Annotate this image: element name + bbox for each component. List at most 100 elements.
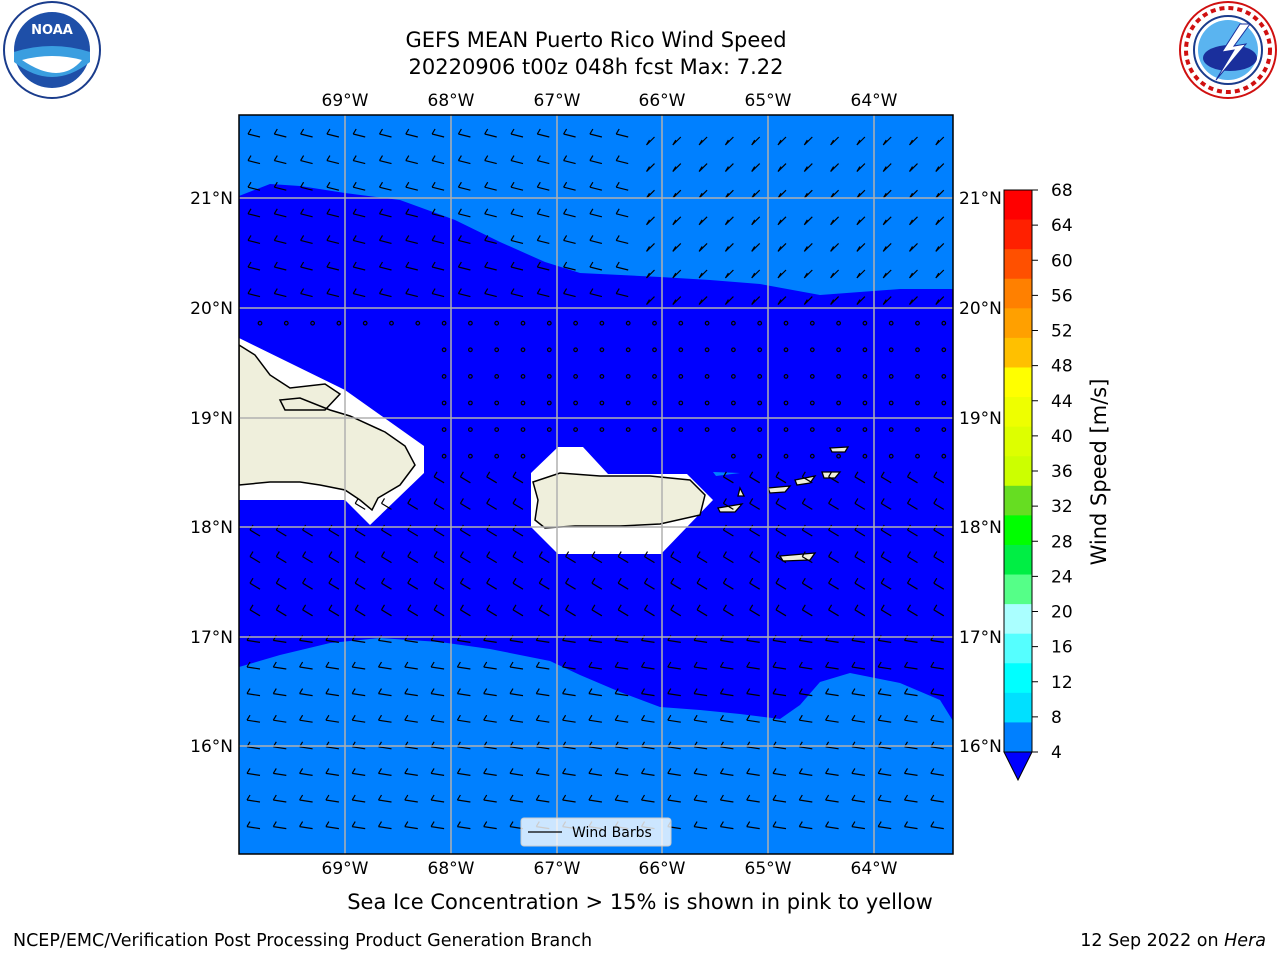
wind-barb-calm: [704, 400, 710, 406]
wind-barb: [352, 181, 366, 191]
wind-barb: [486, 471, 498, 484]
wind-barb: [563, 208, 576, 218]
wind-barb: [325, 661, 339, 670]
wind-barb: [272, 821, 287, 830]
wind-barb: [352, 235, 366, 244]
wind-barb-calm: [494, 400, 500, 406]
wind-barb: [407, 604, 419, 617]
wind-barb: [906, 471, 918, 484]
wind-barb-calm: [915, 427, 920, 433]
lat-label: 16°N: [959, 737, 1002, 757]
wind-barb: [772, 635, 787, 643]
wind-barb-calm: [862, 453, 868, 459]
wind-barb: [722, 471, 734, 484]
colorbar-tick-label: 32: [1051, 497, 1073, 517]
wind-barb: [589, 208, 603, 218]
footer-date-text: 12 Sep 2022 on: [1080, 931, 1225, 951]
wind-barb: [667, 661, 681, 670]
colorbar-segment: [1004, 692, 1032, 723]
wind-barb: [509, 661, 524, 670]
wind-barb: [538, 577, 550, 590]
wind-barb: [693, 635, 708, 643]
wind-barb: [645, 269, 655, 279]
wind-barb: [856, 163, 866, 173]
wind-barb: [380, 577, 392, 590]
wind-barb: [908, 242, 918, 252]
wind-barb: [751, 163, 761, 173]
wind-barb: [351, 768, 366, 776]
wind-barb: [906, 577, 918, 590]
wind-barb: [777, 269, 787, 279]
wind-barb: [486, 498, 498, 510]
wind-barb: [273, 235, 287, 244]
wind-barb-calm: [862, 374, 868, 379]
wind-barb: [588, 635, 602, 643]
wind-barb: [825, 635, 839, 643]
wind-barb: [272, 661, 287, 670]
wind-barb: [459, 604, 471, 617]
wind-barb: [246, 821, 261, 830]
wind-barb: [351, 821, 366, 830]
wind-barb: [751, 136, 761, 146]
wind-barb-calm: [915, 400, 920, 406]
wind-barb: [247, 235, 261, 244]
wind-barb: [562, 794, 576, 803]
wind-barb: [351, 635, 366, 643]
wind-barb: [407, 498, 419, 510]
wind-barb: [562, 661, 576, 670]
wind-barb: [772, 794, 787, 803]
wind-barb: [351, 688, 366, 697]
wind-barb-calm: [783, 320, 789, 326]
wind-barb-calm: [468, 427, 473, 433]
wind-barb-calm: [836, 347, 841, 353]
wind-barb: [302, 551, 313, 564]
wind-barb: [856, 296, 866, 306]
colorbar-tick-label: 44: [1051, 392, 1073, 412]
wind-barb: [246, 661, 261, 670]
wind-barb: [407, 577, 419, 590]
wind-barb: [828, 498, 839, 510]
wind-barb-calm: [652, 400, 657, 406]
wind-barb: [352, 288, 366, 298]
wind-barb: [380, 498, 392, 510]
wind-barb: [484, 208, 497, 218]
wind-barb: [930, 714, 944, 723]
wind-barb: [830, 296, 840, 306]
wind-barb: [751, 269, 761, 279]
lon-label: 67°W: [534, 91, 581, 111]
wind-barb-calm: [441, 347, 447, 353]
wind-barb: [588, 768, 602, 776]
wind-barb: [588, 714, 602, 723]
colorbar-segment: [1004, 426, 1032, 457]
colorbar-segment: [1004, 397, 1032, 428]
wind-barb-calm: [731, 453, 736, 459]
wind-barb: [798, 661, 813, 670]
wind-barb: [614, 794, 629, 803]
wind-barb-calm: [809, 427, 815, 433]
wind-barb: [798, 714, 813, 723]
wind-barb: [772, 688, 787, 697]
colorbar-tick-label: 48: [1051, 357, 1073, 377]
wind-barb: [300, 235, 313, 244]
wind-barb: [273, 128, 287, 138]
wind-barb: [538, 604, 550, 617]
wind-barb: [352, 261, 366, 271]
wind-barb: [512, 551, 524, 564]
wind-barb: [801, 498, 813, 510]
wind-barb: [930, 688, 944, 697]
wind-barb-calm: [888, 453, 894, 459]
wind-barb: [326, 208, 340, 218]
lat-label: 17°N: [959, 628, 1002, 648]
colorbar-segment: [1004, 190, 1032, 221]
wind-barb: [430, 794, 445, 803]
wind-barb: [775, 551, 787, 564]
wind-barb: [563, 181, 576, 191]
wind-barb-calm: [809, 400, 815, 406]
wind-barb: [906, 604, 918, 617]
wind-barb: [724, 216, 734, 226]
wind-barb: [724, 136, 734, 146]
wind-barb: [404, 768, 418, 776]
wind-barb-calm: [257, 320, 263, 326]
map-area: [239, 115, 953, 854]
wind-barb: [828, 604, 839, 617]
